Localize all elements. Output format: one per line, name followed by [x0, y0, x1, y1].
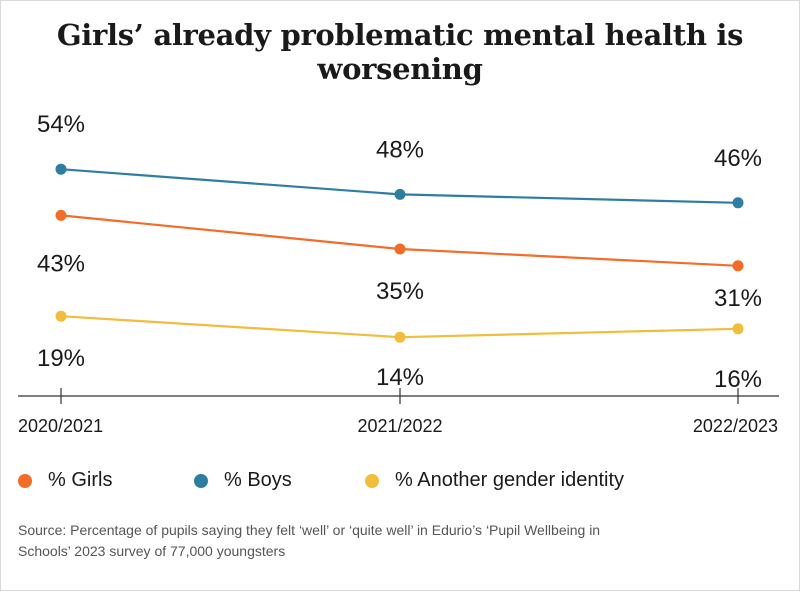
data-point-girls-2	[394, 243, 406, 255]
legend-label-boys: % Boys	[224, 469, 292, 491]
legend-marker-boys	[194, 474, 208, 488]
data-point-girls-3	[732, 260, 744, 272]
data-label-boys-2: 48%	[376, 136, 424, 163]
chart-title: Girls’ already problematic mental health…	[56, 18, 744, 86]
data-point-girls-1	[55, 209, 67, 221]
data-point-another-gender-1	[55, 310, 67, 322]
data-point-boys-3	[732, 197, 744, 209]
data-point-boys-1	[55, 163, 67, 175]
data-label-girls-1: 43%	[37, 250, 85, 277]
legend-label-another-gender: % Another gender identity	[395, 469, 625, 491]
legend-marker-girls	[18, 474, 32, 488]
x-tick-label-3: 2022/2023	[693, 416, 778, 436]
data-point-another-gender-2	[394, 331, 406, 343]
x-tick-label-1: 2020/2021	[18, 416, 103, 436]
data-point-another-gender-3	[732, 323, 744, 335]
data-label-another-gender-2: 14%	[376, 364, 424, 391]
data-label-boys-1: 54%	[37, 111, 85, 138]
x-tick-label-2: 2021/2022	[357, 416, 442, 436]
legend-marker-another-gender	[365, 474, 379, 488]
source-note: Source: Percentage of pupils saying they…	[18, 522, 601, 559]
data-label-boys-3: 46%	[714, 145, 762, 172]
data-point-boys-2	[394, 188, 406, 200]
data-label-another-gender-3: 16%	[714, 366, 762, 393]
data-label-girls-3: 31%	[714, 285, 762, 312]
data-label-girls-2: 35%	[376, 278, 424, 305]
legend-label-girls: % Girls	[48, 469, 113, 491]
series-line-girls	[59, 214, 740, 267]
data-label-another-gender-1: 19%	[37, 345, 85, 372]
